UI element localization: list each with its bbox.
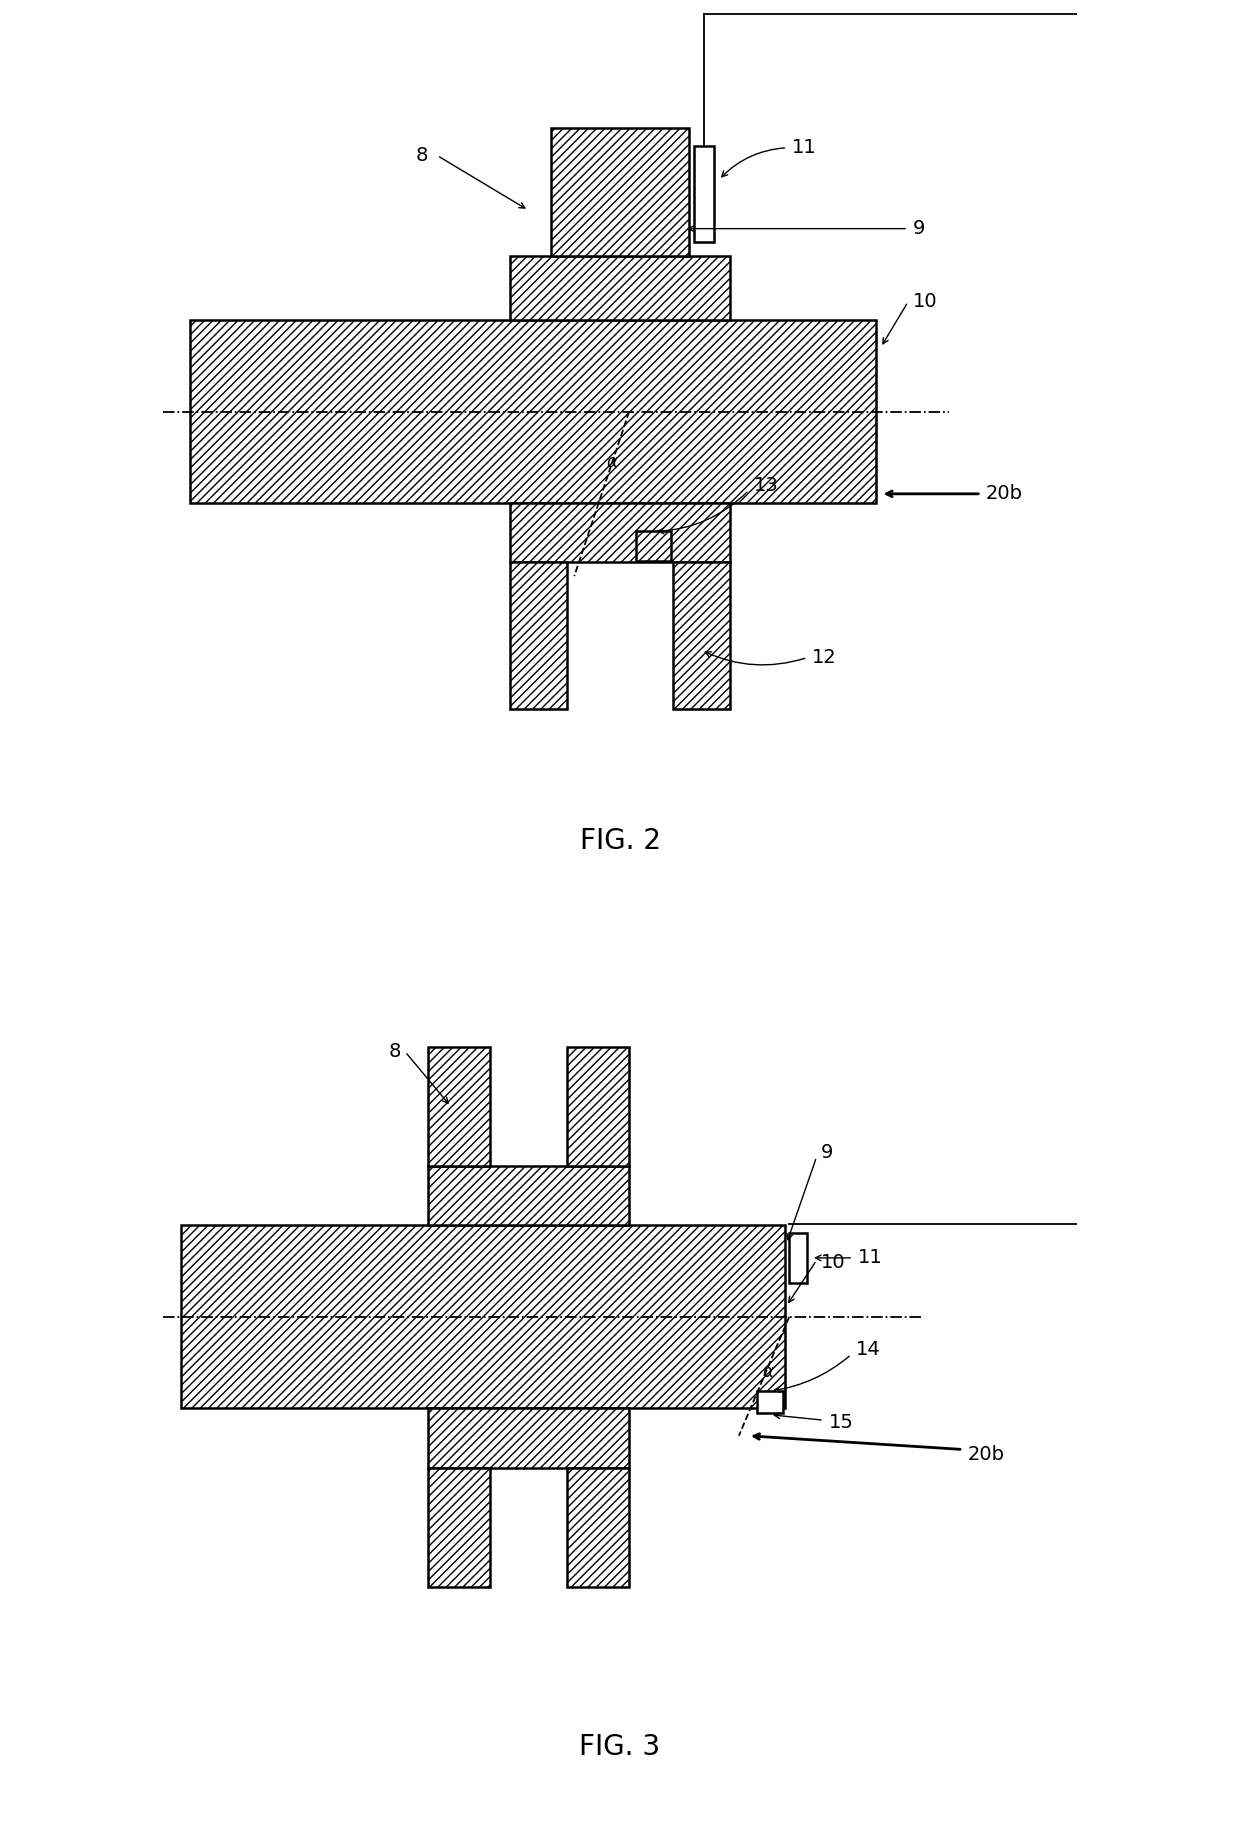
Text: 12: 12 [812, 647, 837, 668]
Bar [758, 1390, 782, 1412]
Text: 20b: 20b [967, 1445, 1004, 1463]
Bar [428, 1467, 490, 1588]
Bar [511, 563, 567, 708]
Bar [694, 146, 714, 243]
Text: 9: 9 [913, 219, 925, 238]
Text: 10: 10 [913, 293, 937, 311]
Text: FIG. 3: FIG. 3 [579, 1732, 661, 1761]
Bar [789, 1233, 807, 1284]
Bar [190, 320, 875, 503]
Bar [567, 1046, 629, 1167]
Bar [673, 563, 729, 708]
Bar [511, 256, 729, 320]
Bar [567, 1467, 629, 1588]
Text: 9: 9 [821, 1143, 833, 1161]
Bar [428, 1167, 629, 1225]
Bar [428, 1408, 629, 1467]
Bar [636, 530, 671, 560]
Text: 10: 10 [821, 1253, 846, 1271]
Bar [428, 1046, 490, 1167]
Text: 11: 11 [858, 1249, 883, 1267]
Text: $\alpha$: $\alpha$ [606, 454, 619, 470]
Text: 20b: 20b [986, 485, 1023, 503]
Text: $\alpha$: $\alpha$ [761, 1363, 775, 1381]
Text: FIG. 2: FIG. 2 [579, 827, 661, 856]
Text: 15: 15 [828, 1412, 853, 1432]
Text: 8: 8 [388, 1043, 401, 1061]
Bar [181, 1225, 785, 1408]
Text: 14: 14 [856, 1341, 880, 1359]
Bar [511, 503, 729, 563]
Bar [552, 128, 688, 256]
Text: 13: 13 [754, 476, 779, 496]
Text: 11: 11 [792, 139, 817, 157]
Text: 8: 8 [415, 146, 428, 165]
